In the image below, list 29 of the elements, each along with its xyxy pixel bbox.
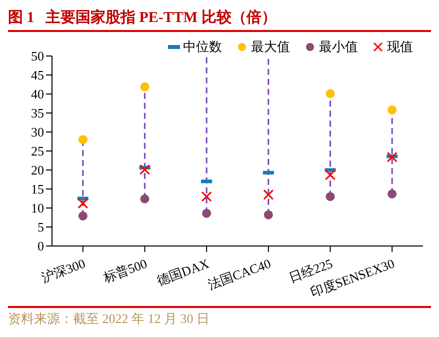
y-tick-label: 45 — [31, 68, 44, 83]
y-tick-label: 35 — [31, 106, 44, 121]
y-tick-label: 5 — [38, 220, 44, 235]
point — [326, 192, 335, 202]
y-tick-label: 25 — [31, 144, 44, 159]
legend-label: 最小值 — [319, 38, 358, 56]
point — [140, 194, 150, 204]
point — [326, 89, 335, 98]
x-tick-label: 标普500 — [100, 256, 150, 286]
y-tick-label: 10 — [31, 200, 44, 216]
y-tick-label: 20 — [31, 162, 44, 178]
x-tick-label: 沪深300 — [39, 256, 88, 286]
y-tick-label: 0 — [38, 238, 44, 254]
point — [388, 189, 397, 198]
point — [78, 211, 88, 220]
legend-label: 现值 — [387, 38, 413, 56]
chart-title: 图 1 主要国家股指 PE-TTM 比较（倍） — [8, 8, 431, 32]
legend-label: 中位数 — [183, 38, 222, 56]
point — [140, 82, 150, 92]
text: 资料来源：截至 2022 年 12 月 30 日 — [8, 310, 210, 328]
point — [202, 208, 212, 218]
y-tick-label: 30 — [31, 124, 44, 140]
legend-label: 最大值 — [251, 38, 290, 56]
point — [388, 105, 397, 114]
y-tick-label: 40 — [31, 86, 44, 102]
y-tick-label: 15 — [31, 182, 44, 197]
y-tick-label: 50 — [31, 48, 44, 64]
point — [78, 135, 88, 144]
point — [264, 210, 273, 220]
